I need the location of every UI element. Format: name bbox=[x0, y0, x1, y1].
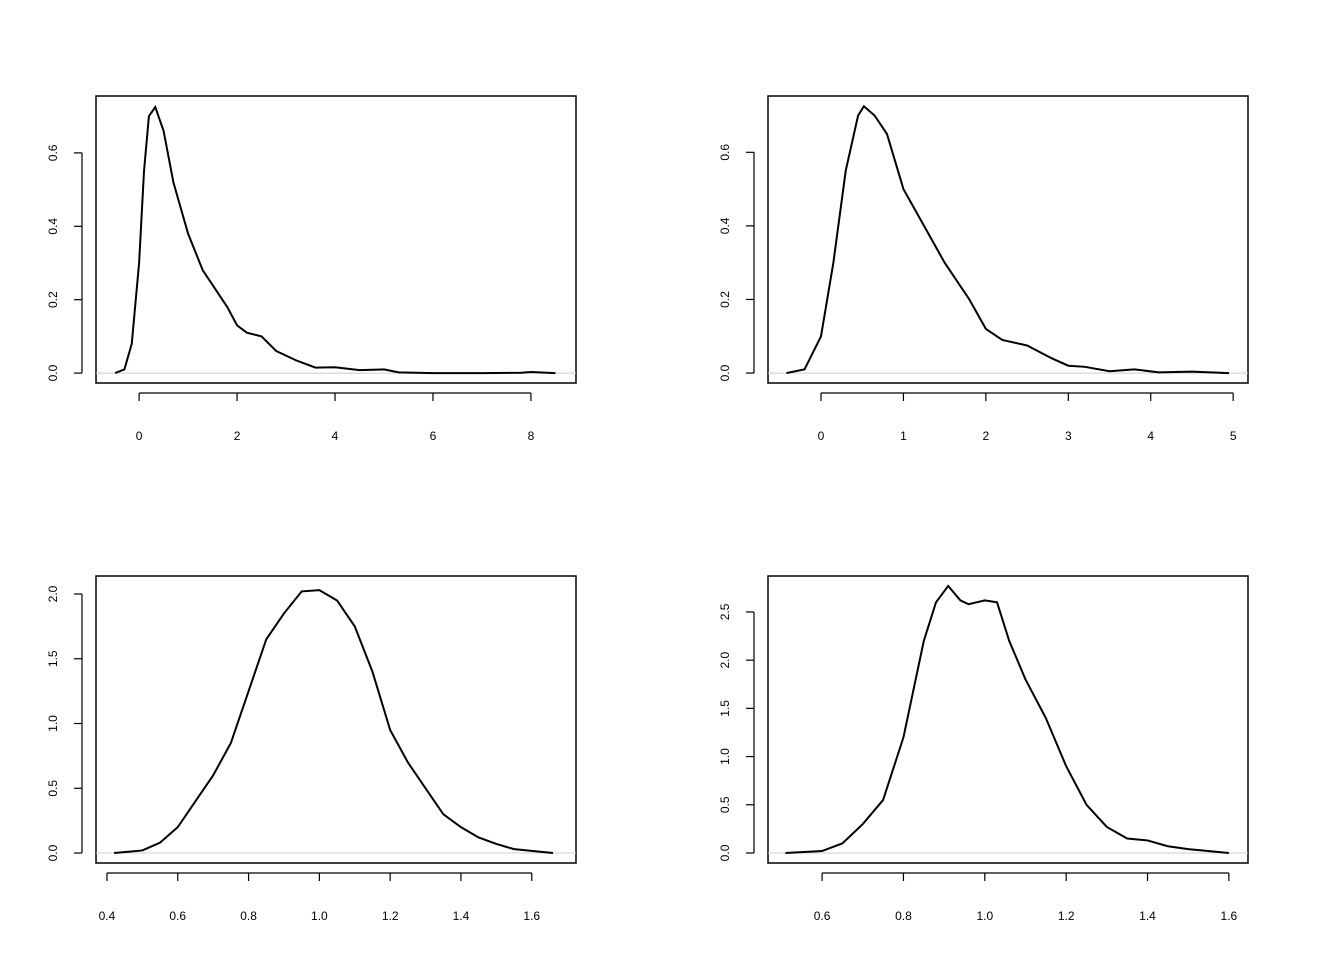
x-tick-label: 2 bbox=[983, 429, 990, 443]
x-tick-label: 2 bbox=[234, 429, 241, 443]
y-tick-label: 0.0 bbox=[718, 364, 732, 381]
y-tick-label: 0.5 bbox=[718, 796, 732, 813]
x-tick-label: 1.4 bbox=[1139, 909, 1156, 923]
x-tick-label: 0.4 bbox=[99, 909, 116, 923]
y-tick-label: 2.0 bbox=[46, 585, 60, 602]
x-tick-label: 4 bbox=[1147, 429, 1154, 443]
density-line bbox=[786, 104, 1230, 375]
x-tick-label: 6 bbox=[430, 429, 437, 443]
x-tick-label: 1 bbox=[900, 429, 907, 443]
y-tick-label: 0.6 bbox=[46, 144, 60, 161]
y-tick-label: 1.0 bbox=[718, 748, 732, 765]
y-tick-label: 0.0 bbox=[46, 364, 60, 381]
density-line bbox=[785, 584, 1229, 854]
plot-frame bbox=[767, 95, 1249, 384]
x-tick-label: 4 bbox=[332, 429, 339, 443]
y-tick-label: 0.0 bbox=[718, 844, 732, 861]
x-tick-label: 3 bbox=[1065, 429, 1072, 443]
plot-frame bbox=[95, 575, 577, 864]
density-line bbox=[113, 589, 554, 855]
x-tick-label: 0.6 bbox=[814, 909, 831, 923]
x-tick-label: 1.6 bbox=[1221, 909, 1238, 923]
x-tick-label: 1.2 bbox=[382, 909, 399, 923]
y-tick-label: 0.4 bbox=[718, 217, 732, 234]
x-tick-label: 0.6 bbox=[169, 909, 186, 923]
x-tick-label: 1.0 bbox=[311, 909, 328, 923]
density-line bbox=[114, 104, 556, 375]
plot-frame bbox=[767, 575, 1249, 864]
x-tick-label: 0 bbox=[818, 429, 825, 443]
y-tick-label: 2.5 bbox=[718, 603, 732, 620]
x-tick-label: 1.4 bbox=[453, 909, 470, 923]
x-tick-label: 0.8 bbox=[895, 909, 912, 923]
y-tick-label: 0.0 bbox=[46, 844, 60, 861]
y-tick-label: 0.2 bbox=[46, 291, 60, 308]
x-tick-label: 8 bbox=[528, 429, 535, 443]
plot-frame bbox=[95, 95, 577, 384]
x-tick-label: 1.0 bbox=[976, 909, 993, 923]
x-tick-label: 1.2 bbox=[1058, 909, 1075, 923]
x-tick-label: 0 bbox=[136, 429, 143, 443]
x-tick-label: 5 bbox=[1230, 429, 1237, 443]
y-tick-label: 1.0 bbox=[46, 715, 60, 732]
y-tick-label: 2.0 bbox=[718, 651, 732, 668]
x-tick-label: 0.8 bbox=[240, 909, 257, 923]
y-tick-label: 1.5 bbox=[718, 700, 732, 717]
y-tick-label: 0.5 bbox=[46, 780, 60, 797]
y-tick-label: 0.4 bbox=[46, 218, 60, 235]
y-tick-label: 0.2 bbox=[718, 291, 732, 308]
x-tick-label: 1.6 bbox=[523, 909, 540, 923]
y-tick-label: 0.6 bbox=[718, 144, 732, 161]
y-tick-label: 1.5 bbox=[46, 650, 60, 667]
